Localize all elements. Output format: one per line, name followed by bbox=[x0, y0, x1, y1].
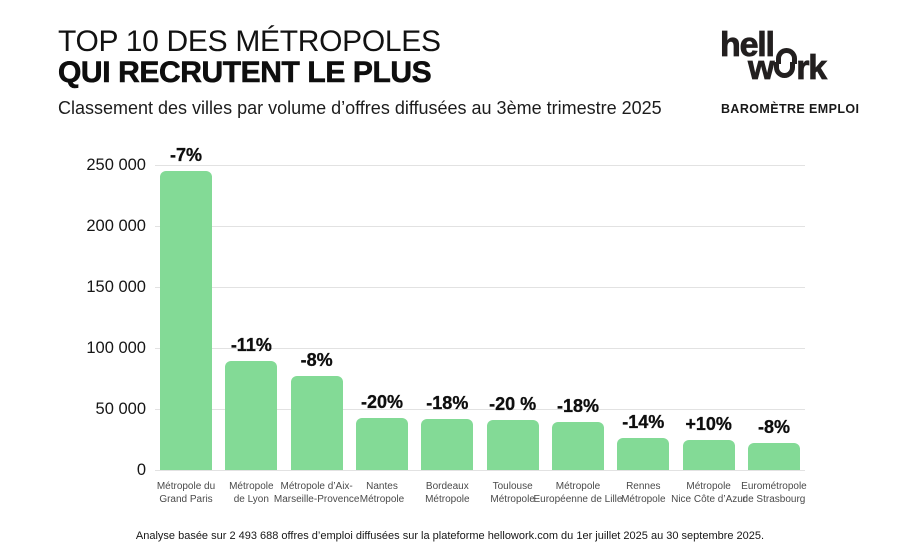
bar-category-line: Métropole d’Aix- bbox=[280, 481, 353, 492]
bar-category-line: Marseille-Provence bbox=[273, 493, 360, 505]
bar: +10% Métropole Nice Côte d’Azur bbox=[671, 413, 746, 504]
gridline bbox=[155, 165, 805, 166]
y-axis-tick-label: 50 000 bbox=[95, 400, 146, 418]
bar-category-line: Rennes bbox=[626, 481, 661, 492]
bar-value-label: -18% bbox=[556, 396, 599, 417]
y-axis-tick-label: 200 000 bbox=[86, 217, 146, 235]
gridline bbox=[155, 348, 805, 349]
bar-category-line: Métropole bbox=[425, 493, 470, 505]
bar-value-label: -20 % bbox=[489, 394, 537, 414]
bar-category-label: Rennes Métropole bbox=[585, 481, 701, 506]
title-block: TOP 10 DES MÉTROPOLES QUI RECRUTENT LE P… bbox=[58, 26, 662, 119]
y-axis-tick-label: 100 000 bbox=[86, 339, 146, 357]
bar-category-line: Métropole bbox=[490, 493, 535, 505]
bar-category-label: Bordeaux Métropole bbox=[389, 481, 505, 506]
bar-value-label: -7% bbox=[169, 145, 203, 166]
hellowork-brand: hell w rk BAROMÈTRE EMPLOI bbox=[720, 28, 890, 116]
bar-category-line: Métropole bbox=[686, 481, 731, 492]
bar-category-line: Grand Paris bbox=[159, 493, 213, 505]
logo-line2: w rk bbox=[748, 49, 828, 87]
bar-category-line: Nice Côte d’Azur bbox=[671, 493, 747, 505]
bar-category-line: Métropole bbox=[555, 481, 601, 492]
bar-category-line: Métropole du bbox=[156, 481, 216, 492]
hellowork-logo: hell w rk bbox=[720, 28, 890, 92]
brand-tagline: BAROMÈTRE EMPLOI bbox=[721, 102, 860, 116]
bar-category-label: Toulouse Métropole bbox=[455, 481, 571, 506]
bar: -8% Eurométropole de Strasbourg bbox=[741, 417, 807, 504]
bar-category-label: Métropole de Lyon bbox=[193, 481, 309, 506]
logo-text-w: w bbox=[748, 49, 775, 87]
logo-o-top-icon bbox=[775, 48, 797, 64]
bar: -20% Nantes Métropole bbox=[355, 391, 408, 505]
bar-value-label: -11% bbox=[230, 335, 272, 356]
bar: -18% Bordeaux Métropole bbox=[421, 393, 474, 505]
bar: -7% Métropole du Grand Paris bbox=[157, 145, 215, 505]
bar-category-line: Métropole bbox=[229, 481, 274, 492]
bar-category-line: Européenne de Lille bbox=[533, 493, 623, 505]
bars-row: -7% Métropole du Grand Paris -11% Métropole d… bbox=[155, 145, 807, 505]
bar: -20 % Toulouse Métropole bbox=[486, 394, 539, 505]
logo-o-bottom-icon bbox=[774, 62, 796, 78]
gridline bbox=[155, 470, 805, 471]
page-subtitle: Classement des villes par volume d’offre… bbox=[58, 98, 662, 118]
bar-value-label: -18% bbox=[426, 392, 469, 413]
bar-value-label: -14% bbox=[622, 412, 665, 433]
gridline bbox=[155, 287, 805, 288]
bar: -8% Métropole d’Aix- Marseille-Provence bbox=[274, 350, 360, 505]
bar: -18% Métropole Européenne de Lille bbox=[533, 396, 622, 504]
bar-category-label: Métropole du Grand Paris bbox=[128, 481, 244, 506]
bar-category-label: Nantes Métropole bbox=[324, 481, 440, 506]
bar-category-line: Toulouse bbox=[492, 481, 533, 492]
y-axis-tick-label: 0 bbox=[136, 461, 146, 479]
gridline bbox=[155, 409, 805, 410]
bar-category-label: Métropole Européenne de Lille bbox=[520, 481, 636, 506]
bar-category-label: Métropole Nice Côte d’Azur bbox=[651, 481, 767, 506]
bar-category-line: Métropole bbox=[359, 493, 405, 505]
bar-category-line: Nantes bbox=[366, 481, 398, 492]
bar-category-label: Métropole d’Aix- Marseille-Provence bbox=[259, 481, 375, 506]
y-axis-tick-label: 150 000 bbox=[86, 278, 146, 296]
bar-category-line: de Lyon bbox=[233, 493, 269, 505]
bar-value-label: -8% bbox=[300, 350, 333, 371]
bar-chart: 0 50 000 100 000 150 000 200 000 250 000 -7% Mé… bbox=[0, 140, 900, 518]
bar-category-line: Eurométropole bbox=[741, 481, 807, 492]
gridline bbox=[155, 226, 805, 227]
page-title-line1: TOP 10 DES MÉTROPOLES bbox=[58, 25, 441, 58]
bar-value-label: -8% bbox=[757, 417, 790, 438]
page-title-line2: QUI RECRUTENT LE PLUS bbox=[58, 56, 432, 89]
source-note: Analyse basée sur 2 493 688 offres d’emp… bbox=[135, 530, 765, 542]
bar-category-line: Métropole bbox=[621, 493, 666, 505]
bar-value-label: -20% bbox=[360, 391, 403, 412]
y-axis-tick-label: 250 000 bbox=[86, 156, 146, 174]
logo-text-hell: hell bbox=[720, 26, 776, 64]
logo-text-rk: rk bbox=[796, 49, 828, 87]
bar-value-label: +10% bbox=[685, 413, 732, 434]
bar: -14% Rennes Métropole bbox=[617, 412, 670, 505]
bar-category-line: Bordeaux bbox=[425, 481, 469, 492]
bar-category-line: de Strasbourg bbox=[742, 493, 806, 505]
bar-category-label: Eurométropole de Strasbourg bbox=[716, 481, 832, 506]
logo-line1: hell bbox=[720, 26, 797, 64]
bar: -11% Métropole de Lyon bbox=[225, 335, 278, 505]
